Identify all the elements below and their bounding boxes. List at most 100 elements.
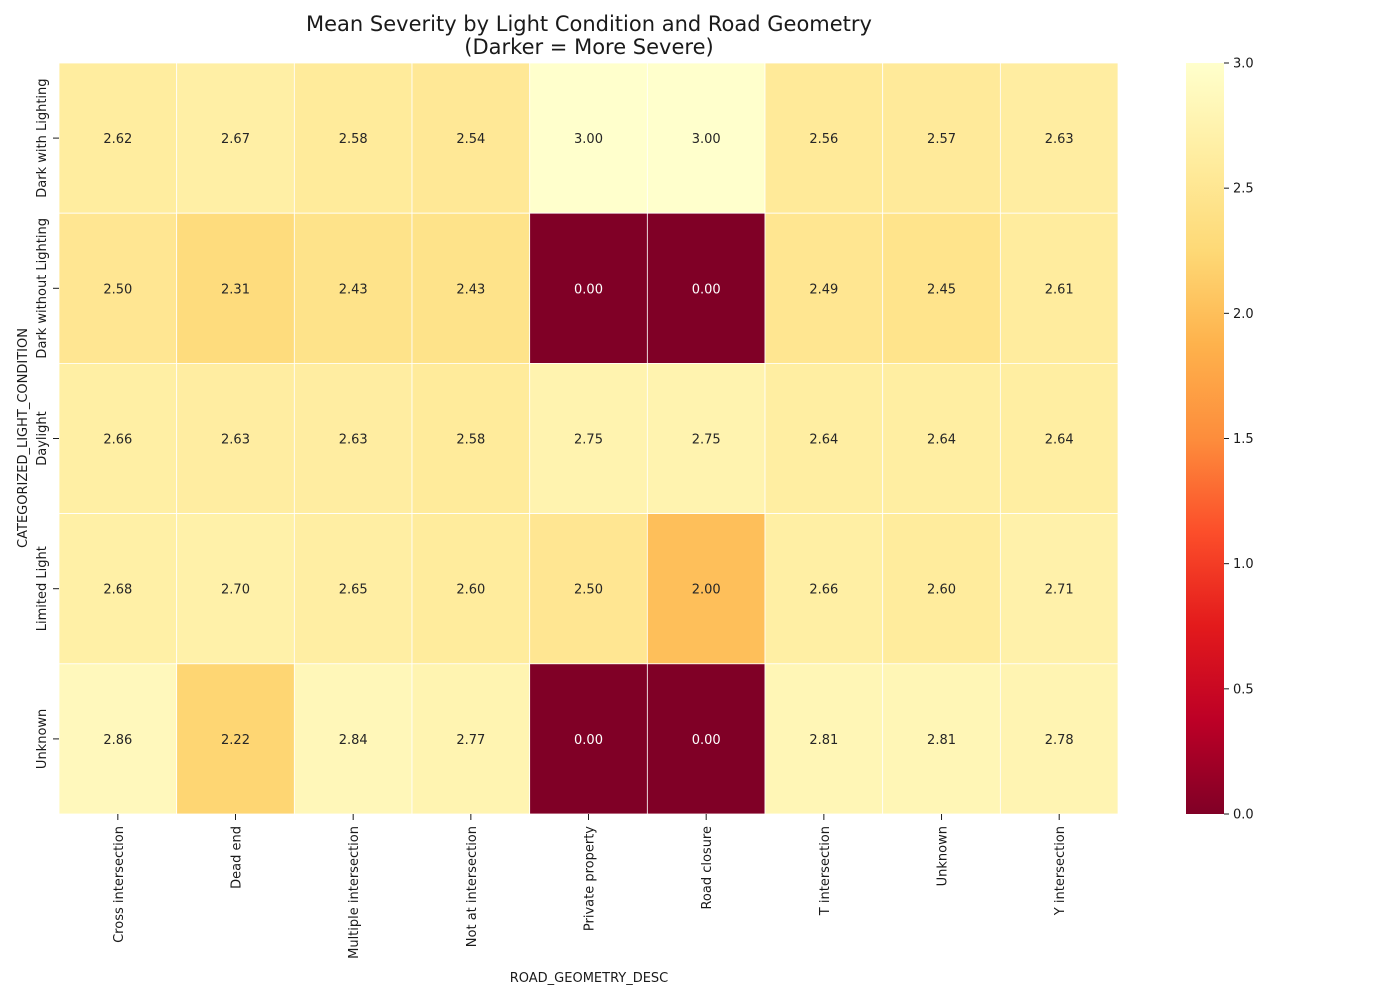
heatmap-cell — [58, 513, 178, 665]
cell-value-label: 2.43 — [456, 282, 485, 297]
cell-value-label: 2.43 — [339, 282, 368, 297]
heatmap-cell — [411, 362, 531, 514]
cell-value-label: 2.56 — [809, 132, 838, 147]
cell-value-label: 2.45 — [927, 282, 956, 297]
x-tick-label: T intersection — [818, 826, 833, 916]
cell-value-label: 0.00 — [574, 733, 603, 748]
cell-value-label: 2.67 — [221, 132, 250, 147]
colorbar-gradient — [1186, 63, 1224, 814]
heatmap-cell — [999, 362, 1119, 514]
cell-value-label: 2.65 — [339, 583, 368, 598]
cell-value-label: 2.66 — [103, 433, 132, 448]
y-tick-label: Limited Light — [35, 546, 50, 631]
cell-value-label: 2.54 — [456, 132, 485, 147]
cell-value-label: 2.75 — [574, 433, 603, 448]
cell-value-label: 2.78 — [1045, 733, 1074, 748]
x-axis-title: ROAD_GEOMETRY_DESC — [510, 971, 669, 986]
heatmap-cell — [58, 212, 178, 364]
colorbar-tick-label: 2.5 — [1233, 182, 1254, 197]
heatmap-cell — [58, 62, 178, 214]
cell-value-label: 2.58 — [339, 132, 368, 147]
heatmap-cell — [882, 513, 1001, 665]
y-tick-label: Unknown — [35, 709, 50, 769]
heatmap-cell — [293, 62, 413, 214]
cell-value-label: 2.22 — [221, 733, 250, 748]
cell-value-label: 2.63 — [1045, 132, 1074, 147]
heatmap-cell — [293, 212, 413, 364]
x-tick-label: Unknown — [936, 826, 951, 886]
y-tick-label: Dark without Lighting — [35, 218, 50, 359]
cell-value-label: 2.62 — [103, 132, 132, 147]
heatmap-cell — [764, 212, 884, 364]
heatmap-cell — [529, 62, 648, 214]
chart-title: Mean Severity by Light Condition and Roa… — [306, 12, 872, 36]
cell-value-label: 2.63 — [221, 433, 250, 448]
heatmap-cell — [58, 362, 178, 514]
heatmap-cell — [999, 663, 1119, 815]
heatmap-cell — [764, 513, 884, 665]
heatmap-cell — [999, 513, 1119, 665]
colorbar-tick-label: 0.5 — [1233, 682, 1254, 697]
cell-value-label: 2.66 — [809, 583, 838, 598]
colorbar-tick-label: 1.5 — [1233, 432, 1254, 447]
cell-value-label: 2.60 — [927, 583, 956, 598]
heatmap-cells — [58, 62, 1119, 815]
x-axis: Cross intersection Dead end Multiple inter… — [112, 814, 1068, 959]
cell-value-label: 2.50 — [103, 282, 132, 297]
cell-value-label: 2.61 — [1045, 282, 1074, 297]
cell-value-label: 2.64 — [1045, 433, 1074, 448]
heatmap-cell — [176, 513, 295, 665]
cell-value-label: 2.70 — [221, 583, 250, 598]
cell-value-label: 2.77 — [456, 733, 485, 748]
colorbar: 0.0 0.5 1.0 1.5 2.0 2.5 3.0 — [1186, 57, 1254, 823]
x-tick-label: Not at intersection — [465, 826, 480, 947]
heatmap-cell — [882, 663, 1001, 815]
cell-value-label: 2.84 — [339, 733, 368, 748]
heatmap-cell — [176, 62, 295, 214]
x-tick-label: Road closure — [700, 826, 715, 910]
cell-value-label: 3.00 — [574, 132, 603, 147]
heatmap-cell — [529, 212, 648, 364]
cell-value-label: 2.71 — [1045, 583, 1074, 598]
heatmap-cell — [293, 663, 413, 815]
x-tick-label: Cross intersection — [112, 826, 127, 943]
x-tick-label: Multiple intersection — [347, 826, 362, 959]
colorbar-tick-label: 1.0 — [1233, 557, 1254, 572]
cell-value-label: 2.68 — [103, 583, 132, 598]
cell-value-label: 2.60 — [456, 583, 485, 598]
cell-value-label: 2.31 — [221, 282, 250, 297]
cell-value-label: 2.81 — [927, 733, 956, 748]
cell-value-label: 0.00 — [574, 282, 603, 297]
heatmap-cell — [999, 212, 1119, 364]
x-tick-label: Private property — [583, 826, 598, 931]
cell-value-label: 2.49 — [809, 282, 838, 297]
y-axis-title: CATEGORIZED_LIGHT_CONDITION — [16, 328, 31, 548]
cell-value-label: 3.00 — [692, 132, 721, 147]
cell-value-label: 2.64 — [809, 433, 838, 448]
heatmap-cell — [764, 663, 884, 815]
colorbar-tick-label: 2.0 — [1233, 307, 1254, 322]
heatmap-cell — [529, 362, 648, 514]
cell-value-label: 2.64 — [927, 433, 956, 448]
y-tick-label: Dark with Lighting — [35, 78, 50, 197]
cell-value-label: 0.00 — [692, 282, 721, 297]
x-tick-label: Dead end — [230, 826, 245, 889]
x-tick-label: Y intersection — [1053, 826, 1068, 916]
heatmap-cell — [58, 663, 178, 815]
y-axis: Dark with Lighting Dark without Lighting D… — [35, 78, 59, 769]
cell-value-label: 2.50 — [574, 583, 603, 598]
cell-value-label: 2.58 — [456, 433, 485, 448]
cell-value-label: 0.00 — [692, 733, 721, 748]
heatmap-cell — [646, 62, 766, 214]
heatmap-cell-labels: 2.62 2.67 2.58 2.54 3.00 3.00 2.56 2.57 2.63 2.50… — [103, 132, 1073, 748]
heatmap-cell — [882, 62, 1001, 214]
cell-value-label: 2.57 — [927, 132, 956, 147]
y-tick-label: Daylight — [35, 411, 50, 465]
cell-value-label: 2.00 — [692, 583, 721, 598]
heatmap-cell — [764, 62, 884, 214]
heatmap-cell — [176, 362, 295, 514]
heatmap-cell — [176, 663, 295, 815]
colorbar-tick-label: 3.0 — [1233, 57, 1254, 72]
colorbar-tick-label: 0.0 — [1233, 808, 1254, 823]
